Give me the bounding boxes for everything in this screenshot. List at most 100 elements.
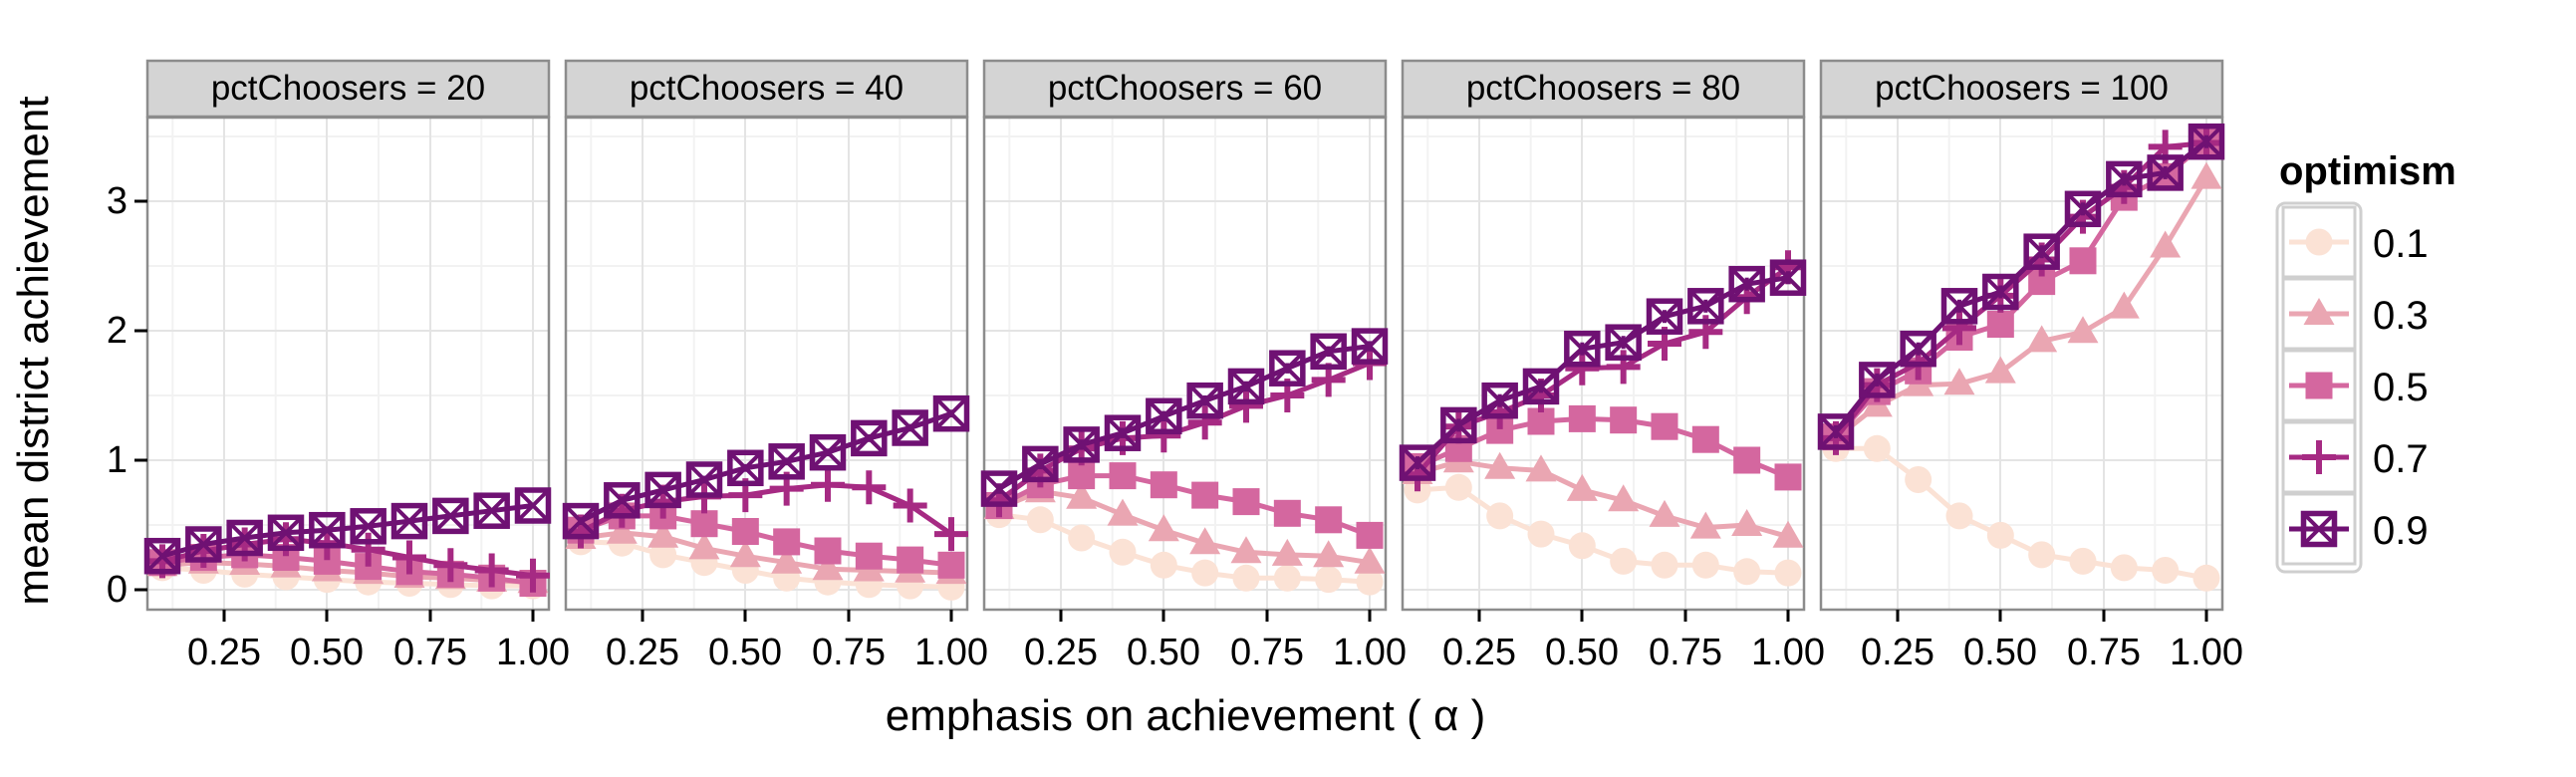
marker-square-x bbox=[2188, 123, 2225, 160]
marker-circle bbox=[1691, 551, 1719, 579]
series-line bbox=[1416, 275, 1789, 465]
marker-circle bbox=[2110, 554, 2138, 582]
marker-square-x bbox=[1310, 333, 1347, 371]
marker-square-x bbox=[432, 497, 469, 535]
marker-square-x-cross bbox=[1106, 415, 1140, 450]
marker-square-x-cross bbox=[186, 527, 221, 562]
marker-square-x bbox=[1104, 414, 1142, 451]
series-line bbox=[1834, 139, 2208, 433]
marker-plus bbox=[893, 488, 927, 523]
marker-square-x-cross bbox=[351, 509, 386, 544]
marker-square-x bbox=[514, 487, 552, 524]
marker-square bbox=[1356, 521, 1384, 549]
marker-square-x-cross bbox=[2107, 161, 2142, 196]
marker-square bbox=[1232, 488, 1260, 516]
marker-triangle bbox=[1189, 527, 1221, 555]
marker-square-x-cross bbox=[1270, 351, 1305, 386]
marker-triangle bbox=[2150, 230, 2182, 258]
marker-triangle bbox=[1649, 499, 1680, 527]
marker-circle bbox=[1068, 524, 1096, 552]
marker-circle bbox=[1109, 538, 1137, 566]
marker-square-x-cross bbox=[1648, 299, 1681, 334]
marker-square-x-cross bbox=[1524, 369, 1558, 403]
series-optimism-0.9 bbox=[1399, 259, 1807, 481]
series-line bbox=[1417, 458, 1789, 540]
marker-triangle bbox=[1566, 473, 1598, 501]
marker-triangle bbox=[2190, 161, 2222, 189]
marker-square bbox=[690, 510, 718, 538]
marker-square-x bbox=[768, 443, 805, 480]
marker-square bbox=[1986, 311, 2014, 338]
marker-square-x-cross bbox=[2066, 191, 2100, 226]
marker-square-x-cross bbox=[1353, 329, 1387, 364]
marker-square-x-cross bbox=[1064, 427, 1099, 462]
marker-triangle bbox=[2108, 291, 2140, 319]
marker-square-x-cross bbox=[392, 504, 426, 539]
marker-circle bbox=[2305, 228, 2333, 256]
marker-plus bbox=[1187, 405, 1222, 440]
marker-plus bbox=[1942, 311, 1976, 346]
marker-square-x-cross bbox=[1901, 332, 1935, 367]
marker-square-x-cross bbox=[310, 513, 345, 548]
facet-strip-label-20: pctChoosers = 20 bbox=[210, 69, 486, 108]
marker-circle bbox=[1905, 466, 1932, 493]
x-tick-label: 0.25 bbox=[187, 632, 261, 673]
y-tick-label: 2 bbox=[106, 310, 128, 352]
panel-border bbox=[1401, 116, 1806, 612]
marker-circle bbox=[1986, 521, 2014, 549]
series-optimism-0.1 bbox=[1822, 434, 2220, 592]
marker-square bbox=[1191, 481, 1219, 509]
series-line bbox=[997, 473, 1371, 538]
marker-circle bbox=[1356, 568, 1384, 596]
marker-square-x-cross bbox=[2024, 234, 2059, 269]
marker-circle bbox=[2192, 564, 2220, 592]
marker-triangle bbox=[1943, 368, 1975, 395]
marker-triangle bbox=[1313, 540, 1345, 568]
series-optimism-0.1 bbox=[1404, 473, 1802, 587]
series-optimism-0.3 bbox=[565, 516, 967, 585]
marker-plus bbox=[1565, 351, 1600, 386]
marker-square-x-cross bbox=[1942, 289, 1976, 324]
marker-square-x-cross bbox=[1482, 384, 1517, 418]
marker-triangle bbox=[771, 546, 803, 574]
series-line bbox=[1834, 176, 2209, 440]
marker-square-x bbox=[1605, 324, 1642, 361]
marker-square bbox=[1315, 506, 1343, 534]
marker-square-x-cross bbox=[769, 444, 804, 479]
marker-square-x-cross bbox=[269, 515, 303, 550]
series-line bbox=[579, 410, 952, 524]
marker-plus bbox=[933, 517, 968, 552]
marker-square bbox=[855, 542, 883, 570]
facet-strip bbox=[1401, 59, 1806, 119]
marker-square-x-cross bbox=[564, 504, 598, 539]
marker-square bbox=[1691, 425, 1719, 453]
marker-square-x bbox=[685, 461, 723, 498]
marker-square bbox=[1610, 406, 1638, 434]
x-tick-label: 0.50 bbox=[290, 632, 364, 673]
marker-triangle bbox=[2026, 325, 2058, 353]
marker-square-x bbox=[1351, 328, 1389, 365]
marker-square-x-cross bbox=[982, 471, 1016, 506]
marker-square-x-cross bbox=[2302, 512, 2336, 546]
marker-square-x-cross bbox=[893, 410, 927, 445]
marker-square-x-cross bbox=[433, 498, 468, 533]
marker-square-x-cross bbox=[2148, 155, 2183, 190]
marker-circle bbox=[1026, 506, 1054, 534]
marker-square-x bbox=[727, 449, 764, 487]
series-optimism-0.9 bbox=[143, 487, 552, 575]
marker-plus bbox=[433, 548, 468, 583]
marker-circle bbox=[1232, 564, 1260, 592]
series-line bbox=[579, 482, 953, 537]
marker-circle bbox=[1610, 547, 1638, 575]
legend-title: optimism bbox=[2279, 149, 2456, 193]
series-optimism-0.9 bbox=[562, 394, 970, 540]
marker-circle bbox=[649, 541, 677, 569]
marker-square-x bbox=[980, 470, 1018, 507]
marker-square-x-cross bbox=[1819, 414, 1853, 449]
series-line bbox=[580, 530, 952, 576]
panel-border bbox=[564, 116, 969, 612]
marker-square bbox=[2305, 372, 2333, 399]
marker-triangle bbox=[1484, 451, 1516, 479]
marker-square-x-cross bbox=[934, 396, 968, 431]
marker-triangle bbox=[1148, 514, 1179, 542]
